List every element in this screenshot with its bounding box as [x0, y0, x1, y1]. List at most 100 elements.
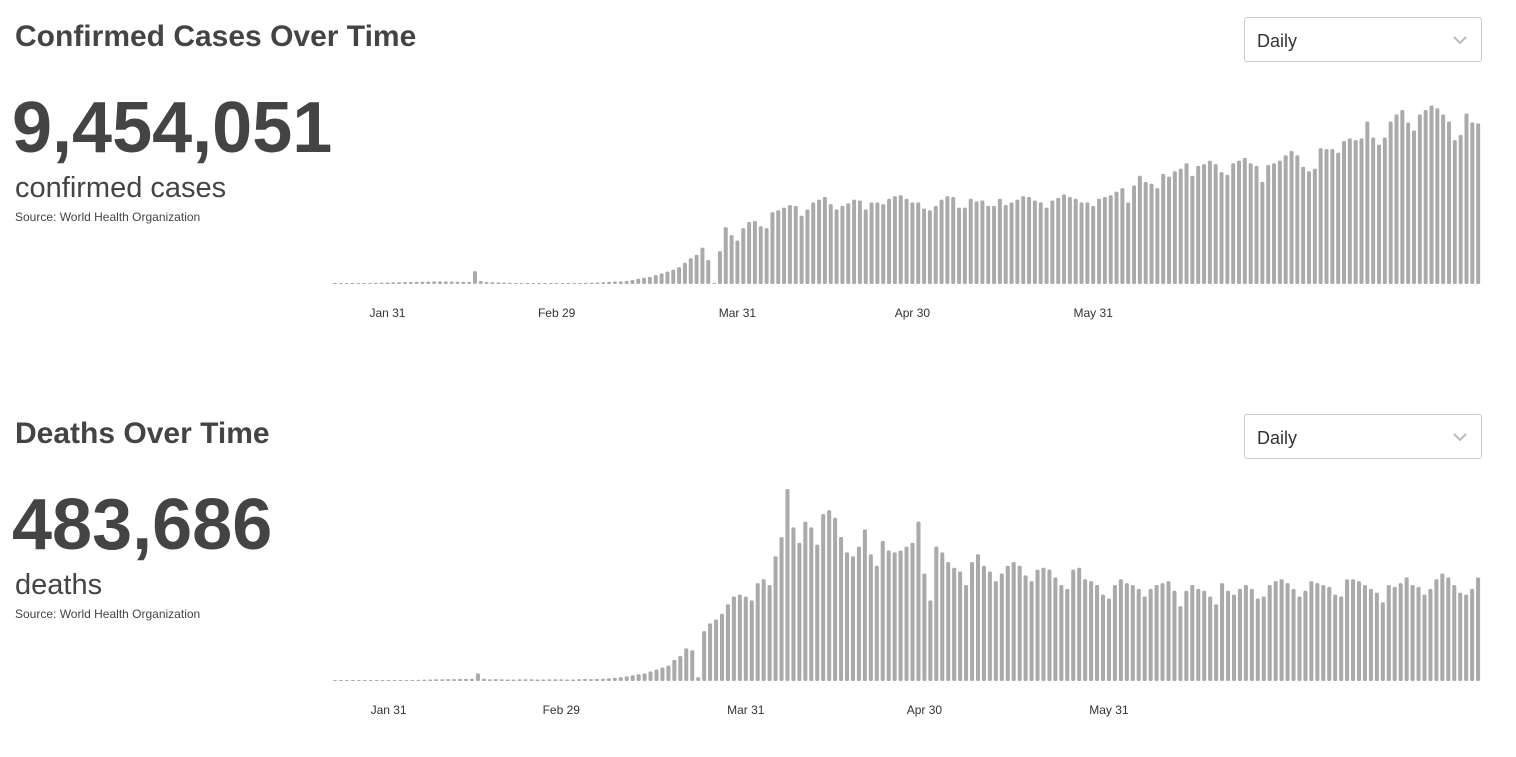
cases-bar: [1260, 181, 1265, 284]
deaths-bar: [1083, 579, 1088, 681]
cases-bar: [1301, 166, 1306, 284]
cases-bar: [437, 281, 442, 284]
deaths-bar: [386, 680, 391, 681]
cases-bar: [1318, 148, 1323, 284]
cases-bar: [653, 275, 658, 284]
deaths-bar: [469, 678, 474, 681]
deaths-bar: [987, 571, 992, 681]
deaths-bar: [791, 527, 796, 681]
deaths-bar: [874, 565, 879, 681]
cases-bar: [402, 282, 407, 284]
deaths-bar: [898, 550, 903, 681]
deaths-bar: [803, 521, 808, 681]
deaths-bar: [1071, 569, 1076, 681]
cases-bar: [566, 283, 571, 284]
deaths-bar: [1208, 596, 1213, 681]
deaths-bar: [1440, 573, 1445, 681]
cases-bar: [997, 198, 1002, 284]
deaths-bar: [577, 679, 582, 681]
cases-bar: [519, 283, 524, 284]
cases-bar: [758, 226, 763, 284]
deaths-bar: [1095, 585, 1100, 681]
deaths-bar: [1047, 569, 1052, 681]
cases-bar: [420, 281, 425, 284]
deaths-bar: [1112, 585, 1117, 681]
deaths-bar: [1106, 598, 1111, 681]
deaths-bar: [904, 546, 909, 681]
cases-bar: [624, 280, 629, 284]
deaths-bar: [696, 677, 701, 681]
deaths-bar: [600, 678, 605, 681]
cases-bar: [1184, 163, 1189, 284]
cases-bar: [1295, 155, 1300, 284]
cases-bar: [449, 281, 454, 284]
deaths-bar: [1351, 579, 1356, 681]
cases-bar: [1044, 207, 1049, 284]
cases-bar: [1324, 149, 1329, 284]
cases-bar: [729, 235, 734, 284]
deaths-bar: [630, 675, 635, 681]
deaths-bar: [1279, 579, 1284, 681]
deaths-bar: [458, 678, 463, 681]
deaths-bar: [487, 679, 492, 681]
deaths-bar: [1035, 569, 1040, 681]
cases-bar: [1347, 138, 1352, 284]
deaths-bar: [422, 679, 427, 681]
deaths-bar: [672, 659, 677, 681]
deaths-bar: [1017, 565, 1022, 681]
cases-bar: [875, 202, 880, 284]
deaths-bar: [493, 679, 498, 681]
cases-bar: [618, 281, 623, 284]
deaths-bar: [684, 648, 689, 681]
cases-bar: [933, 205, 938, 284]
cases-bar: [612, 281, 617, 284]
cases-bar: [939, 199, 944, 284]
cases-bar: [344, 283, 349, 284]
cases-period-select[interactable]: Daily: [1244, 17, 1482, 62]
cases-bar: [525, 283, 530, 284]
cases-bar: [962, 207, 967, 284]
cases-bar: [1032, 200, 1037, 284]
cases-bar: [1452, 140, 1457, 284]
cases-bar: [1330, 149, 1335, 284]
deaths-bar: [624, 676, 629, 681]
cases-bar: [1394, 114, 1399, 285]
deaths-source: Source: World Health Organization: [15, 607, 201, 621]
deaths-bar: [916, 521, 921, 681]
deaths-bar: [1190, 585, 1195, 681]
deaths-bar: [398, 680, 403, 681]
cases-bar: [1237, 160, 1242, 284]
cases-bar: [1003, 204, 1008, 284]
cases-x-tick-label: Mar 31: [719, 306, 757, 320]
cases-bar: [589, 282, 594, 284]
deaths-period-select[interactable]: Daily: [1244, 414, 1482, 459]
cases-bar: [472, 271, 477, 284]
deaths-bar: [404, 680, 409, 681]
deaths-bar: [559, 679, 564, 681]
cases-bar: [828, 204, 833, 284]
deaths-bar: [1202, 590, 1207, 681]
deaths-bar: [1392, 586, 1397, 681]
deaths-bar: [392, 680, 397, 681]
cases-bar: [1312, 168, 1317, 284]
cases-bar: [980, 200, 985, 284]
deaths-bar: [1053, 577, 1058, 681]
cases-bar: [869, 202, 874, 284]
deaths-x-tick-label: May 31: [1089, 703, 1129, 717]
cases-bar: [1476, 123, 1481, 284]
deaths-bar: [850, 556, 855, 681]
deaths-bar: [416, 679, 421, 681]
cases-bar: [717, 251, 722, 284]
deaths-bar: [636, 674, 641, 681]
cases-bar: [502, 282, 507, 284]
cases-bar: [712, 283, 717, 284]
cases-bar: [1050, 200, 1055, 284]
deaths-bar: [1100, 594, 1106, 681]
deaths-bar: [1237, 588, 1242, 681]
deaths-bar: [356, 680, 361, 681]
deaths-bar: [1136, 588, 1141, 681]
cases-x-tick-label: Apr 30: [895, 306, 931, 320]
cases-chart-title: Confirmed Cases Over Time: [15, 20, 417, 53]
deaths-bar: [1374, 592, 1379, 681]
deaths-bar: [1220, 583, 1225, 681]
